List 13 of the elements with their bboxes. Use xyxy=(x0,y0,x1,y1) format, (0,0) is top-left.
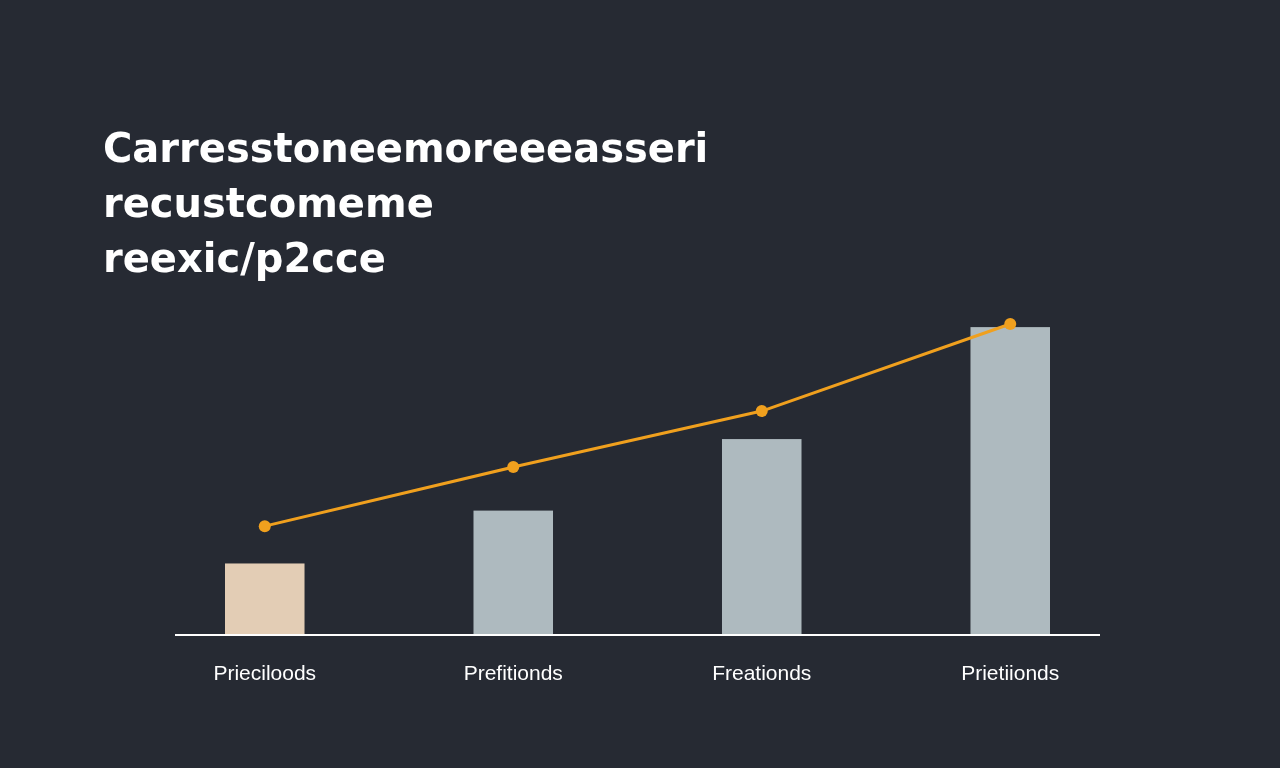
point xyxy=(1004,318,1017,330)
point xyxy=(755,405,768,418)
point xyxy=(507,461,520,474)
x-tick-label: Prefitionds xyxy=(463,661,563,684)
x-tick-label: Prietiionds xyxy=(961,661,1060,684)
bar xyxy=(970,327,1050,635)
bar xyxy=(225,563,305,635)
x-tick-label: Prieciloods xyxy=(213,661,317,684)
x-tick-label: Freationds xyxy=(712,661,812,684)
chart-title: Carresstoneemoreeeasseri recustcomeme reexic/p2cce xyxy=(103,125,709,281)
point xyxy=(258,520,271,533)
bar xyxy=(473,510,554,635)
bar xyxy=(721,439,802,635)
